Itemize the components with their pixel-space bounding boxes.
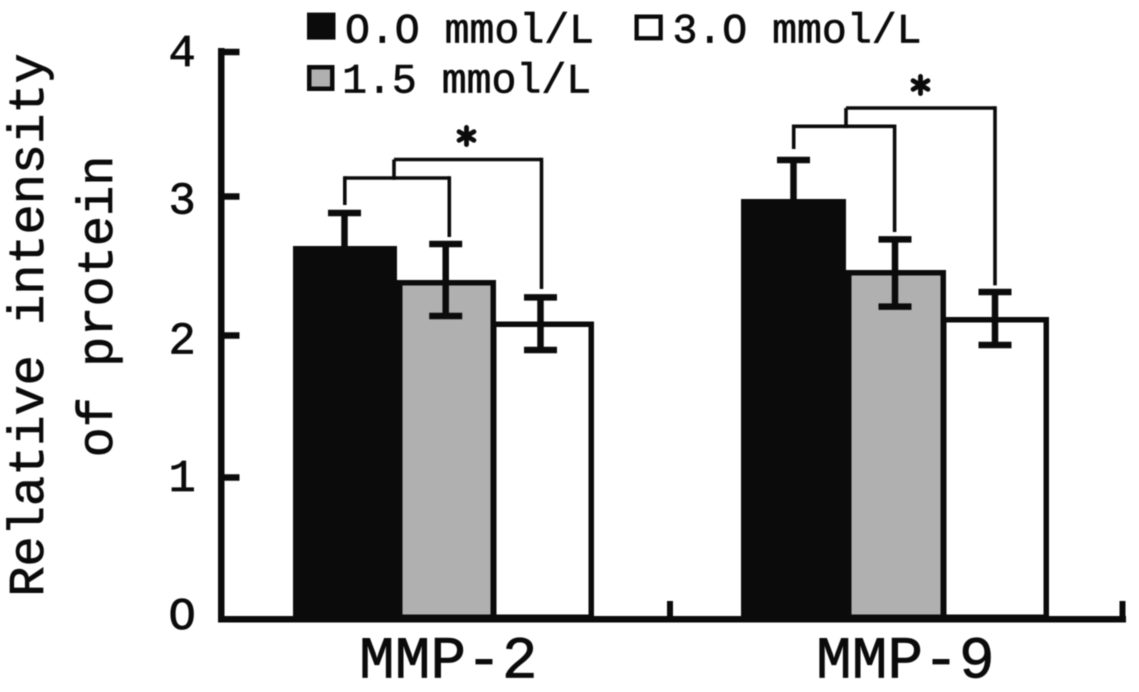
svg-text:MMP-9: MMP-9 [816,627,995,692]
svg-text:4: 4 [168,28,195,80]
svg-text:1: 1 [168,453,195,505]
svg-text:2: 2 [168,315,195,367]
svg-text:Relative intensity: Relative intensity [2,53,59,596]
svg-text:of protein: of protein [71,156,128,458]
svg-text:O.O mmol/L: O.O mmol/L [345,9,594,56]
svg-text:O: O [168,591,195,643]
svg-text:1.5 mmol/L: 1.5 mmol/L [342,59,591,106]
svg-text:3.O mmol/L: 3.O mmol/L [673,9,922,56]
svg-text:MMP-2: MMP-2 [359,627,538,692]
svg-text:3: 3 [168,176,195,228]
